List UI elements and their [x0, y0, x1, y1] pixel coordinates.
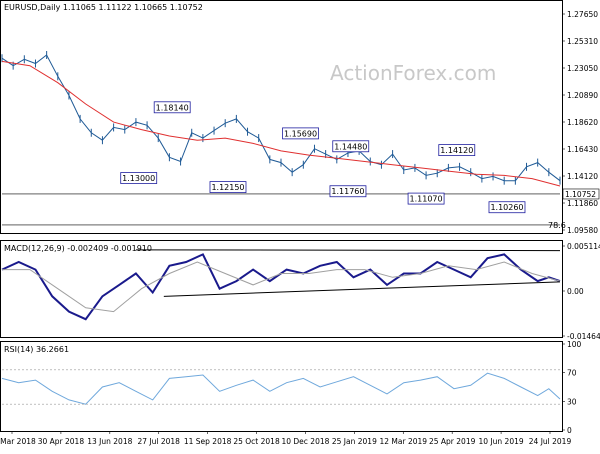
xtick-label: 11 Sep 2018 [184, 437, 232, 446]
macd-ytick-label: 0.00 [567, 287, 584, 296]
price-ytick-label: 1.18620 [567, 118, 598, 127]
xtick-label: 12 Mar 2019 [379, 437, 427, 446]
macd-ytick-label: -0.014647 [567, 332, 600, 341]
annotation-6: 1.14120 [438, 144, 476, 157]
macd-title: MACD(12,26,9) -0.002409 -0.001910 [4, 244, 152, 253]
xtick-label: 30 Apr 2018 [38, 437, 85, 446]
price-series-ma [1, 60, 561, 187]
xtick-label: 13 Jun 2018 [87, 437, 132, 446]
annotation-box [488, 201, 526, 214]
xtick-label: 27 Jul 2018 [138, 437, 181, 446]
annotation-0: 1.18140 [153, 101, 191, 114]
annotation-label: 1.15690 [284, 129, 317, 138]
macd-ytick-label: 0.005114 [567, 242, 600, 251]
macd-trendline-top [135, 249, 561, 252]
annotation-3: 1.15690 [282, 127, 319, 140]
price-title: EURUSD,Daily 1.11065 1.11122 1.10665 1.1… [4, 3, 203, 12]
rsi-ytick-label: 30 [567, 397, 577, 406]
watermark: ActionForex.com [330, 61, 496, 85]
macd-trendline-bottom [163, 281, 561, 297]
last-price-label: 1.10752 [565, 190, 596, 199]
xtick-label: 25 Jan 2019 [332, 437, 377, 446]
annotation-box [209, 181, 247, 193]
price-ytick-label: 1.23050 [567, 64, 598, 73]
rsi-title: RSI(14) 36.2661 [4, 345, 69, 354]
price-panel-frame [0, 0, 563, 234]
axis-layer: 1.27650 1.25310 1.23050 1.20890 1.18620 1.164… [0, 10, 600, 446]
rsi-ytick-label: 0 [567, 426, 572, 435]
price-ytick-label: 1.14120 [567, 172, 598, 181]
rsi-panel-frame [0, 341, 563, 432]
price-ytick-label: 1.09580 [567, 226, 598, 235]
annotation-8: 1.10260 [488, 201, 526, 214]
annotation-7: 1.11070 [407, 192, 445, 205]
xtick-label: 25 Oct 2018 [233, 437, 280, 446]
annotation-label: 1.14480 [334, 142, 367, 151]
xtick-label: 25 Apr 2019 [429, 437, 476, 446]
macd-panel-frame [0, 240, 563, 338]
rsi-series-rsi [1, 372, 561, 405]
xtick-label: 10 Dec 2018 [281, 437, 329, 446]
annotation-box [329, 185, 367, 198]
annotation-box [438, 144, 476, 157]
fib-label: 78.6 [548, 221, 566, 230]
annotation-box [332, 140, 370, 153]
annotation-label: 1.13000 [122, 174, 155, 183]
annotation-box [153, 101, 191, 114]
macd-layer [1, 249, 561, 321]
last-price-box [562, 188, 600, 200]
annotation-label: 1.12150 [211, 183, 244, 192]
annotation-2: 1.12150 [209, 181, 247, 193]
annotation-label: 1.11760 [331, 187, 364, 196]
xtick-label: 15 Mar 2018 [0, 437, 36, 446]
annotation-label: 1.14120 [440, 146, 473, 155]
price-ytick-label: 1.20890 [567, 91, 598, 100]
price-layer: 1.18140 1.13000 1.12150 1.15690 1.14480 1.117… [1, 51, 561, 226]
rsi-layer [1, 369, 561, 405]
annotation-label: 1.10260 [490, 203, 523, 212]
annotation-label: 1.18140 [156, 103, 189, 112]
annotation-box [282, 127, 319, 140]
macd-series-signal [2, 261, 561, 313]
price-ytick-label: 1.11860 [567, 199, 598, 208]
xtick-label: 24 Jul 2019 [529, 437, 572, 446]
rsi-ytick-label: 70 [567, 369, 577, 378]
rsi-ytick-label: 100 [567, 340, 582, 349]
annotation-label: 1.11070 [410, 195, 443, 204]
price-ytick-label: 1.16430 [567, 145, 598, 154]
annotation-box [407, 192, 445, 205]
annotation-4: 1.14480 [332, 140, 370, 153]
price-ytick-label: 1.25310 [567, 37, 598, 46]
price-ytick-label: 1.27650 [567, 10, 598, 19]
annotation-1: 1.13000 [120, 172, 158, 184]
annotation-5: 1.11760 [329, 185, 367, 198]
xtick-label: 10 Jun 2019 [479, 437, 524, 446]
macd-series-macd [1, 253, 561, 321]
annotation-box [120, 172, 158, 184]
